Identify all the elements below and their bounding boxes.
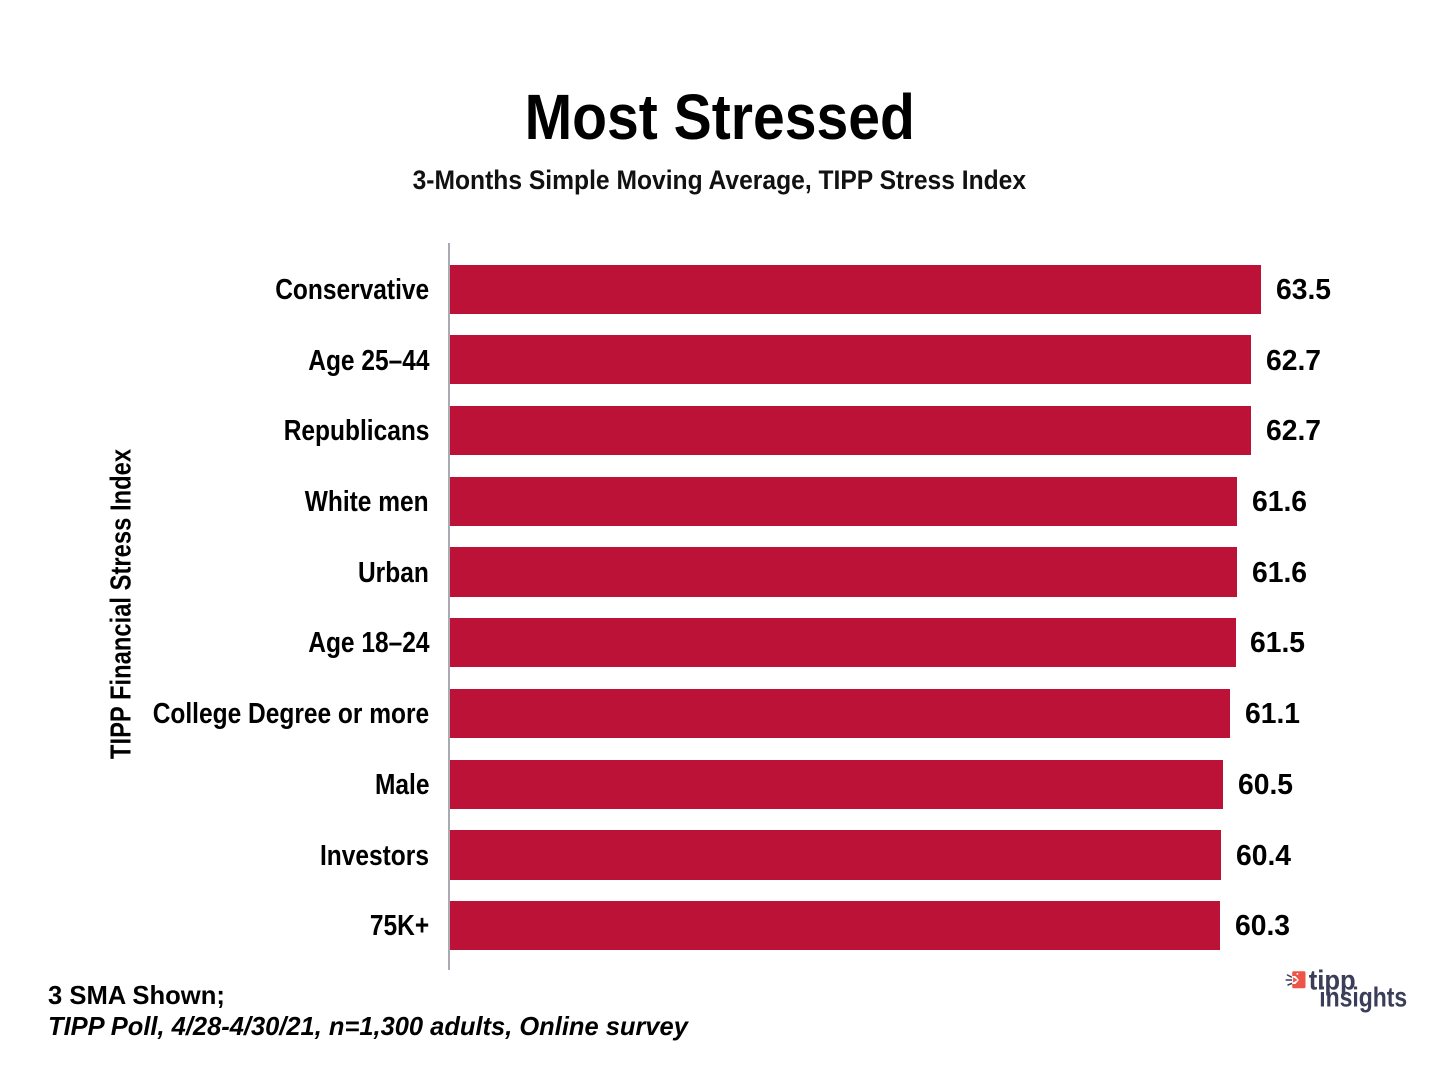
svg-text:insights: insights — [1319, 982, 1407, 1013]
svg-text:tipp: tipp — [1309, 965, 1356, 996]
